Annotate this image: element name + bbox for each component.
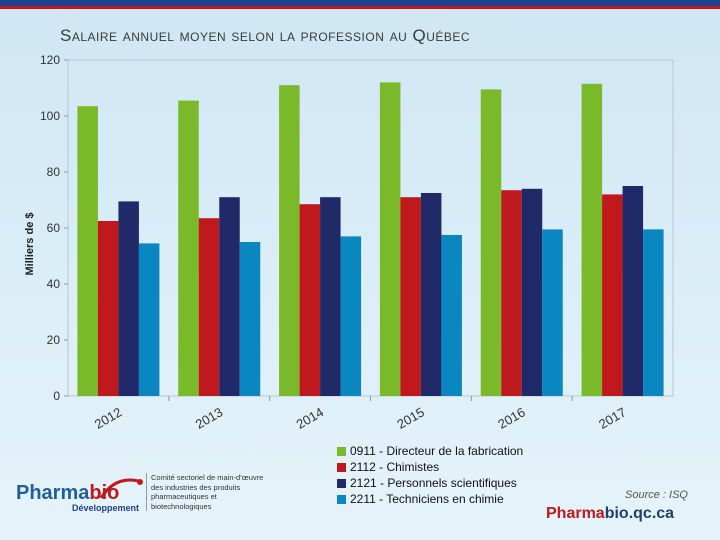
legend-item: 0911 - Directeur de la fabrication [337, 443, 523, 459]
logo-mark-icon [99, 478, 143, 499]
legend-label: 0911 - Directeur de la fabrication [350, 444, 524, 458]
bar-2012-s3 [118, 201, 139, 396]
legend-swatch [337, 478, 346, 488]
legend-swatch [337, 446, 346, 456]
y-tick-label: 40 [47, 277, 61, 291]
y-axis-label: Milliers de $ [24, 213, 36, 276]
bar-2015-s2 [400, 197, 421, 396]
top-bar [0, 0, 720, 6]
bar-2012-s1 [77, 106, 98, 396]
y-tick-label: 80 [47, 165, 61, 179]
logo-word-accent: bio [89, 482, 120, 504]
y-tick-label: 120 [40, 53, 60, 67]
page-title: Salaire annuel moyen selon la profession… [60, 26, 471, 45]
bar-2013-s4 [239, 242, 261, 396]
legend-label: 2112 - Chimistes [350, 460, 440, 474]
y-tick-label: 60 [47, 221, 61, 235]
logo-subtitle: Développement [72, 503, 140, 513]
logo-wordmark: Pharmabio [16, 482, 119, 505]
bar-2016-s2 [501, 190, 522, 396]
bar-2016-s3 [521, 188, 543, 396]
bar-2013-s2 [198, 218, 220, 396]
x-tick-label: 2015 [394, 404, 427, 431]
bar-2017-s3 [622, 186, 644, 396]
y-tick-label: 100 [40, 109, 60, 123]
legend-item: 2121 - Personnels scientifiques [337, 475, 523, 491]
x-tick-label: 2016 [495, 404, 528, 431]
legend-item: 2112 - Chimistes [337, 459, 523, 475]
bar-2013-s3 [219, 197, 240, 396]
x-tick-label: 2013 [193, 404, 226, 431]
y-tick-label: 20 [47, 333, 61, 347]
bar-2017-s4 [643, 229, 664, 396]
site-url-rest: bio.qc.ca [604, 505, 675, 522]
logo-word-main: Pharma [16, 482, 90, 504]
bar-2012-s2 [97, 221, 119, 396]
site-url-accent: Pharma [546, 505, 605, 522]
bar-2014-s1 [279, 85, 300, 396]
legend-swatch [337, 462, 346, 472]
x-tick-label: 2017 [596, 404, 629, 431]
logo-description: Comité sectoriel de main-d'œuvre des ind… [146, 473, 269, 511]
y-tick-label: 0 [53, 389, 60, 403]
x-tick-label: 2014 [294, 404, 327, 431]
x-tick-label: 2012 [92, 404, 125, 431]
top-bar-accent [0, 6, 720, 9]
chart-legend: 0911 - Directeur de la fabrication 2112 -… [337, 443, 523, 507]
bar-2015-s4 [441, 235, 462, 396]
bar-2013-s1 [178, 100, 199, 396]
bar-2017-s2 [602, 194, 623, 396]
bar-2014-s2 [299, 204, 321, 396]
bar-2017-s1 [581, 83, 603, 397]
pharmabio-logo: Pharmabio Développement Comité sectoriel… [14, 470, 264, 520]
bar-2012-s4 [138, 243, 160, 396]
bar-2016-s1 [480, 89, 502, 397]
bar-2014-s3 [320, 197, 341, 396]
bar-2016-s4 [542, 229, 563, 396]
legend-label: 2211 - Techniciens en chimie [350, 492, 504, 506]
source-note: Source : ISQ [625, 489, 688, 501]
bar-2015-s1 [379, 82, 401, 397]
legend-label: 2121 - Personnels scientifiques [350, 476, 517, 490]
bar-2014-s4 [340, 236, 362, 396]
site-url[interactable]: Pharmabio.qc.ca [546, 505, 674, 523]
bar-2015-s3 [420, 193, 442, 396]
legend-item: 2211 - Techniciens en chimie [337, 491, 523, 507]
legend-swatch [337, 494, 346, 504]
